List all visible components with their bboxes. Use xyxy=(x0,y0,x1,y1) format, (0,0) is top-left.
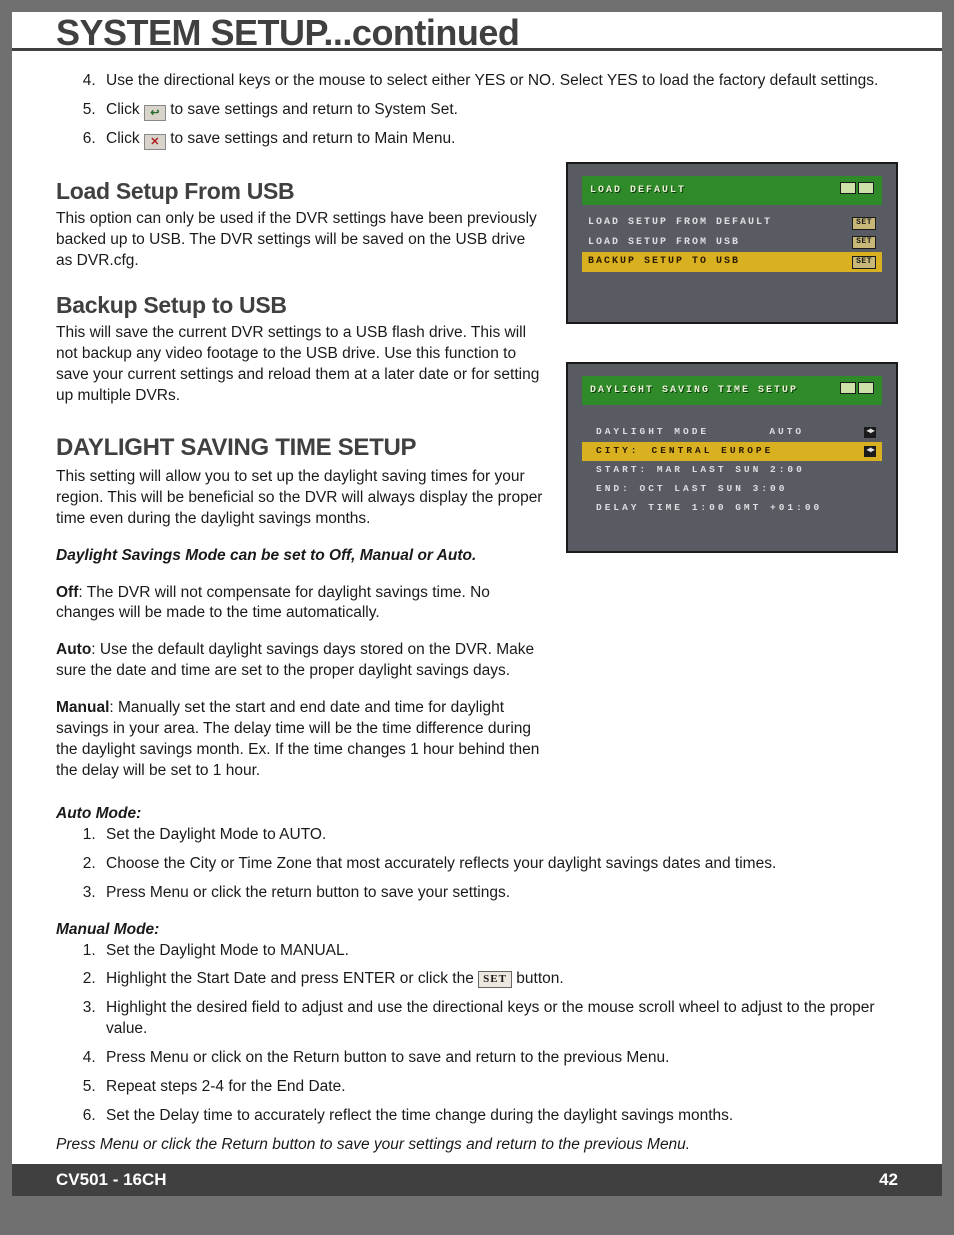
shot2-row-delay: DELAY TIME 1:00 GMT +01:00 xyxy=(582,499,882,518)
shot2-row-start: START: MAR LAST SUN 2:00 xyxy=(582,461,882,480)
off-label: Off xyxy=(56,584,78,601)
dst-heading: DAYLIGHT SAVING TIME SETUP xyxy=(56,432,544,464)
shot1-title: LOAD DEFAULT xyxy=(590,184,686,198)
step-5-post: to save settings and return to System Se… xyxy=(166,101,458,118)
document-page: SYSTEM SETUP...continued Use the directi… xyxy=(12,12,942,1196)
step-6: Click ✕ to save settings and return to M… xyxy=(100,129,898,150)
shot2-row-city-highlighted: CITY: CENTRAL EUROPE ◀▶ xyxy=(582,442,882,461)
dst-off: Off: The DVR will not compensate for day… xyxy=(56,583,544,625)
step-6-post: to save settings and return to Main Menu… xyxy=(166,130,456,147)
auto-step-1: Set the Daylight Mode to AUTO. xyxy=(100,825,898,846)
step-5-pre: Click xyxy=(106,101,144,118)
manual-body: : Manually set the start and end date an… xyxy=(56,699,539,779)
auto-step-3: Press Menu or click the return button to… xyxy=(100,883,898,904)
shot1-header-icons xyxy=(838,182,874,200)
auto-mode-steps: Set the Daylight Mode to AUTO. Choose th… xyxy=(56,825,898,904)
auto-step-2: Choose the City or Time Zone that most a… xyxy=(100,854,898,875)
auto-label: Auto xyxy=(56,641,91,658)
shot1-header: LOAD DEFAULT xyxy=(582,176,882,206)
manual-closing: Press Menu or click the Return button to… xyxy=(56,1135,898,1156)
footer-page-number: 42 xyxy=(879,1170,898,1190)
dst-intro: This setting will allow you to set up th… xyxy=(56,467,544,530)
content-area: Use the directional keys or the mouse to… xyxy=(12,51,942,1156)
shot1-row3-highlighted: BACKUP SETUP TO USB SET xyxy=(582,252,882,272)
manual-mode-steps: Set the Daylight Mode to MANUAL. Highlig… xyxy=(56,941,898,1127)
step-5: Click ↩ to save settings and return to S… xyxy=(100,100,898,121)
dst-manual: Manual: Manually set the start and end d… xyxy=(56,698,544,782)
shot2-title: DAYLIGHT SAVING TIME SETUP xyxy=(590,384,798,398)
manual-step-1: Set the Daylight Mode to MANUAL. xyxy=(100,941,898,962)
hdr-icon xyxy=(840,382,856,394)
page-title: SYSTEM SETUP...continued xyxy=(56,15,519,51)
off-body: : The DVR will not compensate for daylig… xyxy=(56,584,490,622)
right-column: LOAD DEFAULT LOAD SETUP FROM DEFAULT SET… xyxy=(566,158,898,592)
manual-step-5: Repeat steps 2-4 for the End Date. xyxy=(100,1077,898,1098)
set-icon: SET xyxy=(478,971,512,988)
shot2-city-val: CENTRAL EUROPE xyxy=(640,445,865,458)
step-4: Use the directional keys or the mouse to… xyxy=(100,71,898,92)
manual-step-2-post: button. xyxy=(512,970,564,987)
shot1-row1-label: LOAD SETUP FROM DEFAULT xyxy=(588,216,772,230)
auto-mode-heading: Auto Mode: xyxy=(56,804,898,825)
manual-step-3: Highlight the desired field to adjust an… xyxy=(100,998,898,1040)
manual-step-2: Highlight the Start Date and press ENTER… xyxy=(100,969,898,990)
two-column-section: Load Setup From USB This option can only… xyxy=(56,158,898,788)
manual-step-6: Set the Delay time to accurately reflect… xyxy=(100,1106,898,1127)
shot2-city-label: CITY: xyxy=(596,445,640,458)
screenshot-dst-setup: DAYLIGHT SAVING TIME SETUP DAYLIGHT MODE… xyxy=(566,362,898,554)
arrows-icon: ◀▶ xyxy=(864,427,876,438)
hdr-icon xyxy=(858,382,874,394)
shot2-row-end: END: OCT LAST SUN 3:00 xyxy=(582,480,882,499)
hdr-icon xyxy=(858,182,874,194)
shot1-row1: LOAD SETUP FROM DEFAULT SET xyxy=(582,213,882,233)
shot1-row2-label: LOAD SETUP FROM USB xyxy=(588,236,740,250)
footer-model: CV501 - 16CH xyxy=(56,1170,167,1190)
shot2-row-mode: DAYLIGHT MODE AUTO ◀▶ xyxy=(582,423,882,442)
load-usb-heading: Load Setup From USB xyxy=(56,176,544,207)
set-button-icon: SET xyxy=(852,236,876,249)
manual-step-2-pre: Highlight the Start Date and press ENTER… xyxy=(106,970,478,987)
page-title-bar: SYSTEM SETUP...continued xyxy=(12,48,942,51)
arrows-icon: ◀▶ xyxy=(864,446,876,457)
load-usb-body: This option can only be used if the DVR … xyxy=(56,209,544,272)
screenshot-load-default: LOAD DEFAULT LOAD SETUP FROM DEFAULT SET… xyxy=(566,162,898,324)
step-6-pre: Click xyxy=(106,130,144,147)
hdr-icon xyxy=(840,182,856,194)
left-column: Load Setup From USB This option can only… xyxy=(56,158,544,788)
backup-usb-heading: Backup Setup to USB xyxy=(56,290,544,321)
return-icon: ↩ xyxy=(144,105,166,121)
backup-usb-body: This will save the current DVR settings … xyxy=(56,323,544,407)
auto-body: : Use the default daylight savings days … xyxy=(56,641,534,679)
manual-mode-heading: Manual Mode: xyxy=(56,920,898,941)
manual-label: Manual xyxy=(56,699,109,716)
shot2-header-icons xyxy=(838,382,874,400)
close-icon: ✕ xyxy=(144,134,166,150)
shot1-row2: LOAD SETUP FROM USB SET xyxy=(582,233,882,253)
top-steps-list: Use the directional keys or the mouse to… xyxy=(56,71,898,150)
shot2-mode-val: AUTO xyxy=(709,426,864,439)
shot2-mode-label: DAYLIGHT MODE xyxy=(596,426,709,439)
shot2-header: DAYLIGHT SAVING TIME SETUP xyxy=(582,376,882,406)
dst-modes-line: Daylight Savings Mode can be set to Off,… xyxy=(56,546,544,567)
dst-auto: Auto: Use the default daylight savings d… xyxy=(56,640,544,682)
manual-step-4: Press Menu or click on the Return button… xyxy=(100,1048,898,1069)
page-footer: CV501 - 16CH 42 xyxy=(12,1164,942,1196)
set-button-icon: SET xyxy=(852,217,876,230)
set-button-icon: SET xyxy=(852,256,876,269)
shot1-row3-label: BACKUP SETUP TO USB xyxy=(588,255,740,269)
